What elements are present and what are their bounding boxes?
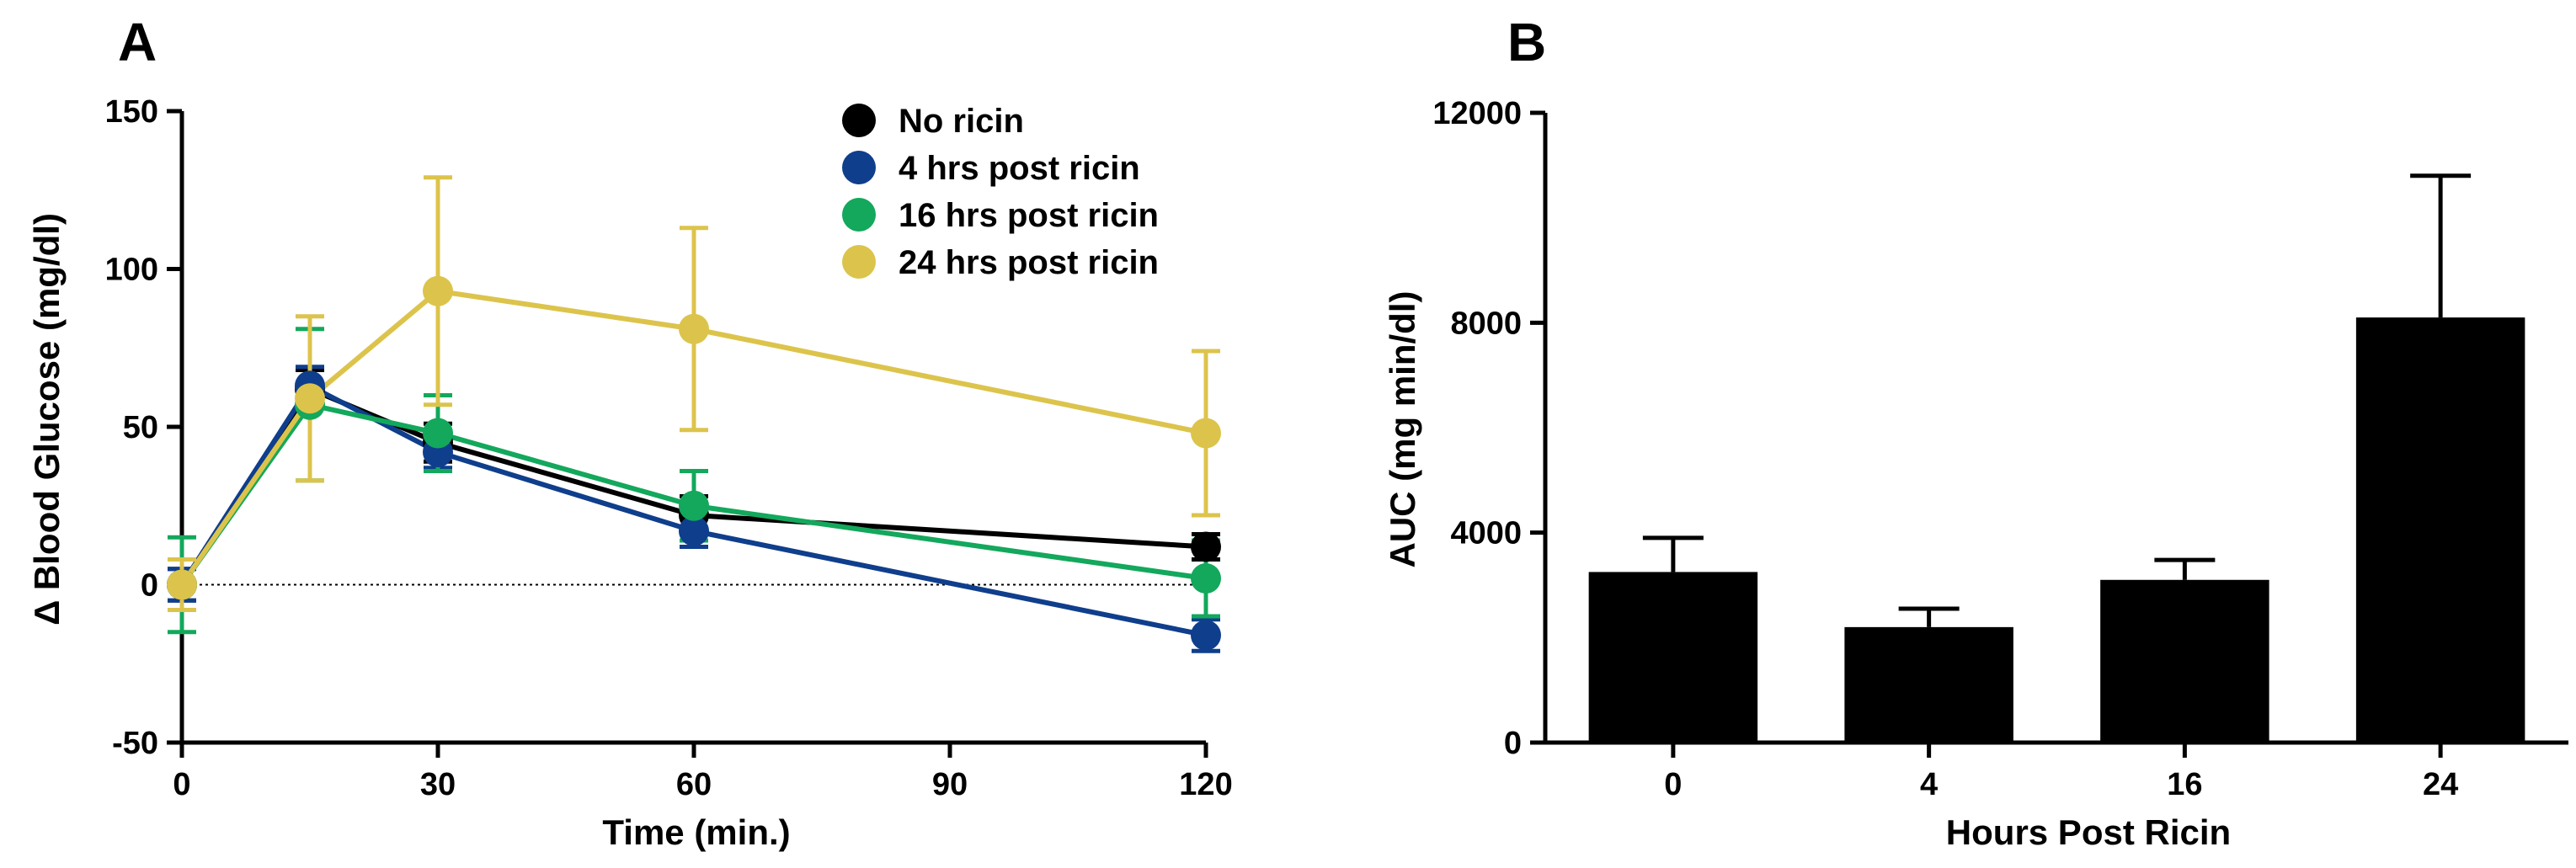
legend-marker-3 <box>842 245 876 279</box>
panel-a-x-tick-label: 120 <box>1179 767 1232 802</box>
panel-b-y-axis-title: AUC (mg min/dl) <box>1383 291 1422 568</box>
data-point-series-3 <box>423 275 453 306</box>
panel-a-y-tick-label: 0 <box>141 568 158 604</box>
data-point-series-1 <box>679 515 709 546</box>
data-point-series-0 <box>1191 531 1221 562</box>
data-point-series-2 <box>1191 563 1221 594</box>
legend-label-1: 4 hrs post ricin <box>899 150 1140 187</box>
panel-a-plot: -50 0 50 100 150 0 30 60 90 120 No ricin 4 hrs post… <box>105 94 1233 802</box>
panel-a-x-tick-label: 30 <box>420 767 456 802</box>
legend-marker-1 <box>842 151 876 184</box>
panel-b-x-tick-label: 0 <box>1664 767 1682 802</box>
panel-a-y-tick-label: -50 <box>112 726 158 761</box>
panel-a-label: A <box>118 12 157 72</box>
bar-4 <box>1844 626 2013 743</box>
panel-b-y-tick-label: 12000 <box>1432 96 1522 131</box>
panel-a-x-tick-label: 90 <box>932 767 968 802</box>
data-point-series-3 <box>1191 418 1221 449</box>
bar-0 <box>1588 572 1758 743</box>
legend-marker-0 <box>842 104 876 137</box>
data-point-series-1 <box>1191 620 1221 651</box>
bar-16 <box>2100 579 2269 743</box>
data-point-series-3 <box>167 569 197 600</box>
data-point-series-3 <box>679 313 709 344</box>
legend-marker-2 <box>842 198 876 232</box>
data-point-series-2 <box>679 490 709 521</box>
data-point-series-3 <box>295 383 325 414</box>
panel-a-y-tick-label: 50 <box>123 410 158 445</box>
panel-a-x-tick-label: 60 <box>676 767 712 802</box>
panel-a-y-tick-label: 150 <box>105 94 158 130</box>
panel-a-x-tick-label: 0 <box>173 767 190 802</box>
legend-label-0: No ricin <box>899 103 1024 140</box>
panel-b-x-axis-title: Hours Post Ricin <box>1946 812 2231 852</box>
panel-b-label: B <box>1507 12 1546 72</box>
panel-b-y-tick-label: 8000 <box>1450 306 1522 341</box>
panel-b-y-tick-label: 4000 <box>1450 516 1522 551</box>
panel-b-y-tick-label: 0 <box>1504 726 1522 761</box>
panel-a-y-tick-label: 100 <box>105 253 158 288</box>
legend-label-3: 24 hrs post ricin <box>899 244 1159 281</box>
legend-label-2: 16 hrs post ricin <box>899 197 1159 234</box>
data-point-series-2 <box>423 418 453 449</box>
panel-a-x-axis-title: Time (min.) <box>602 812 790 852</box>
bar-24 <box>2355 317 2525 743</box>
panel-b-x-tick-label: 24 <box>2423 767 2458 802</box>
panel-b-plot: 0 4000 8000 12000 0 4 16 24 <box>1432 96 2568 802</box>
panel-b-x-tick-label: 4 <box>1920 767 1938 802</box>
panel-a-y-axis-title: Δ Blood Glucose (mg/dl) <box>27 213 67 626</box>
panel-b-x-tick-label: 16 <box>2167 767 2202 802</box>
